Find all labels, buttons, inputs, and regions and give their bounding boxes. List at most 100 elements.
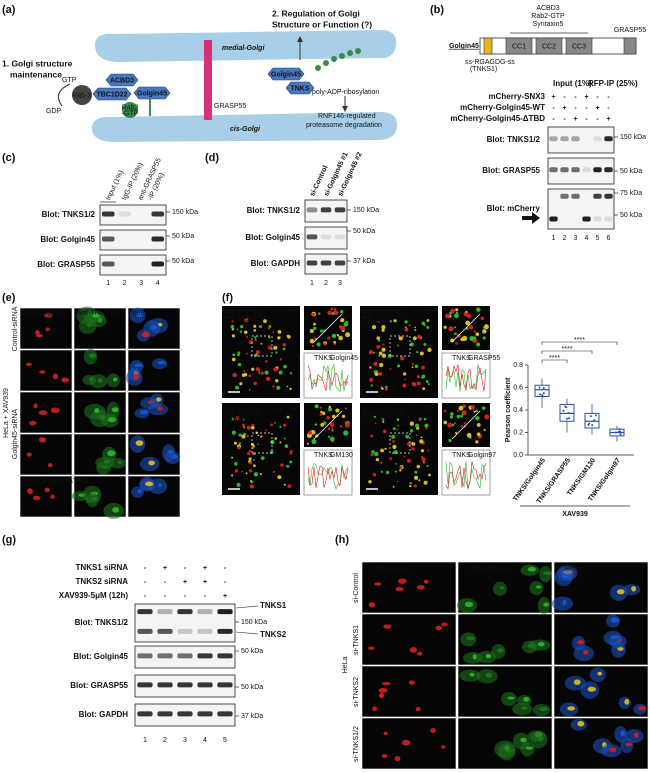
sim-signal	[443, 409, 447, 413]
method-label: 3D-SIM	[274, 308, 298, 315]
sim-signal	[236, 328, 239, 331]
sim-signal	[423, 461, 425, 464]
sim-signal	[266, 376, 271, 381]
sim-signal	[415, 434, 418, 437]
sim-signal	[397, 364, 401, 368]
sim-signal	[237, 446, 241, 450]
sim-signal	[244, 318, 249, 323]
sim-signal	[331, 333, 337, 339]
golgi-signal	[620, 730, 626, 737]
sim-signal	[414, 364, 419, 369]
sim-signal	[332, 414, 336, 419]
sim-signal	[470, 405, 476, 410]
sim-signal	[380, 461, 383, 464]
band	[177, 682, 193, 688]
method-label: 3D-SIM	[412, 405, 436, 412]
golgi-signal	[137, 489, 142, 494]
sim-signal	[274, 421, 276, 424]
sim-signal	[272, 385, 275, 388]
golgi-signal	[441, 622, 448, 627]
golgi-signal	[617, 646, 624, 651]
sim-signal	[414, 326, 417, 329]
marker-label: 150 kDa	[172, 209, 198, 216]
blot-label: Blot: TNKS1/2	[487, 135, 541, 144]
profile-line	[313, 410, 343, 440]
sim-signal	[376, 336, 381, 340]
protein-name: Golgin45	[449, 43, 479, 50]
band	[197, 628, 213, 634]
sim-signal	[275, 379, 279, 383]
band	[137, 628, 153, 634]
sim-signal	[235, 385, 239, 390]
golgi-signal	[50, 494, 55, 499]
sim-signal	[311, 344, 315, 348]
sim-signal	[321, 411, 326, 416]
sim-signal	[331, 429, 334, 432]
sim-signal	[248, 469, 253, 473]
golgi-signal	[44, 312, 53, 318]
sim-signal	[448, 438, 452, 443]
blot	[547, 126, 615, 154]
lane-number: 3	[574, 235, 578, 242]
sim-signal	[473, 330, 476, 333]
blot-label: Blot: TNKS1/2	[247, 206, 301, 215]
sim-signal	[253, 381, 257, 386]
protein-label: Golgin45	[137, 90, 167, 97]
cell-body	[106, 373, 120, 388]
side-label: HeLa + XAV939	[3, 388, 10, 438]
band	[151, 211, 165, 217]
band	[560, 193, 569, 199]
micrograph	[553, 613, 649, 666]
golgi-signal	[135, 440, 144, 446]
group-label: XAV939	[562, 511, 588, 518]
sim-signal	[416, 351, 419, 354]
sim-signal	[231, 334, 235, 338]
sim-signal	[454, 326, 457, 329]
blot	[547, 157, 615, 185]
sim-signal	[251, 425, 255, 430]
sim-signal	[314, 423, 318, 426]
golgi-signal	[520, 706, 528, 710]
lane-number: 2	[563, 235, 567, 242]
sim-signal	[253, 464, 256, 468]
sim-signal	[283, 483, 286, 486]
sim-signal	[268, 345, 272, 350]
sim-signal	[396, 428, 399, 431]
roi	[251, 432, 273, 454]
legend-label: TNKS	[314, 355, 333, 362]
band	[151, 236, 165, 242]
lane-number: 5	[596, 235, 600, 242]
sim-signal	[458, 405, 464, 411]
golgi-signal	[465, 636, 475, 641]
sim-signal	[236, 482, 241, 487]
header: RFP-IP (25%)	[588, 79, 638, 88]
golgi-signal	[91, 496, 98, 501]
marker-label: 50 kDa	[241, 648, 263, 655]
sim-signal	[237, 362, 242, 367]
sim-signal	[327, 435, 331, 438]
golgi-signal	[505, 749, 512, 753]
condition-label: mCherry-Golgin45-WT	[460, 103, 545, 112]
sim-signal	[393, 319, 397, 323]
marker-label: 50 kDa	[620, 168, 642, 175]
sim-signal	[327, 310, 332, 316]
sim-signal	[393, 450, 398, 455]
band	[571, 136, 580, 142]
sim-signal	[306, 442, 309, 445]
sim-signal	[391, 434, 396, 439]
golgi-signal	[423, 579, 429, 584]
annotation: proteasome degradation	[306, 122, 382, 129]
sim-signal	[243, 330, 248, 335]
sim-signal	[409, 421, 415, 426]
sim-signal	[411, 442, 416, 446]
sim-signal	[414, 475, 419, 480]
sim-signal	[381, 347, 386, 352]
marker-label: 50 kDa	[172, 258, 194, 265]
sim-signal	[419, 351, 424, 356]
golgi-signal	[367, 646, 375, 650]
point	[542, 392, 545, 395]
sim-signal	[270, 423, 273, 427]
condition-sign: -	[585, 105, 588, 112]
sim-signal	[340, 325, 346, 331]
sim-signal	[398, 336, 403, 341]
